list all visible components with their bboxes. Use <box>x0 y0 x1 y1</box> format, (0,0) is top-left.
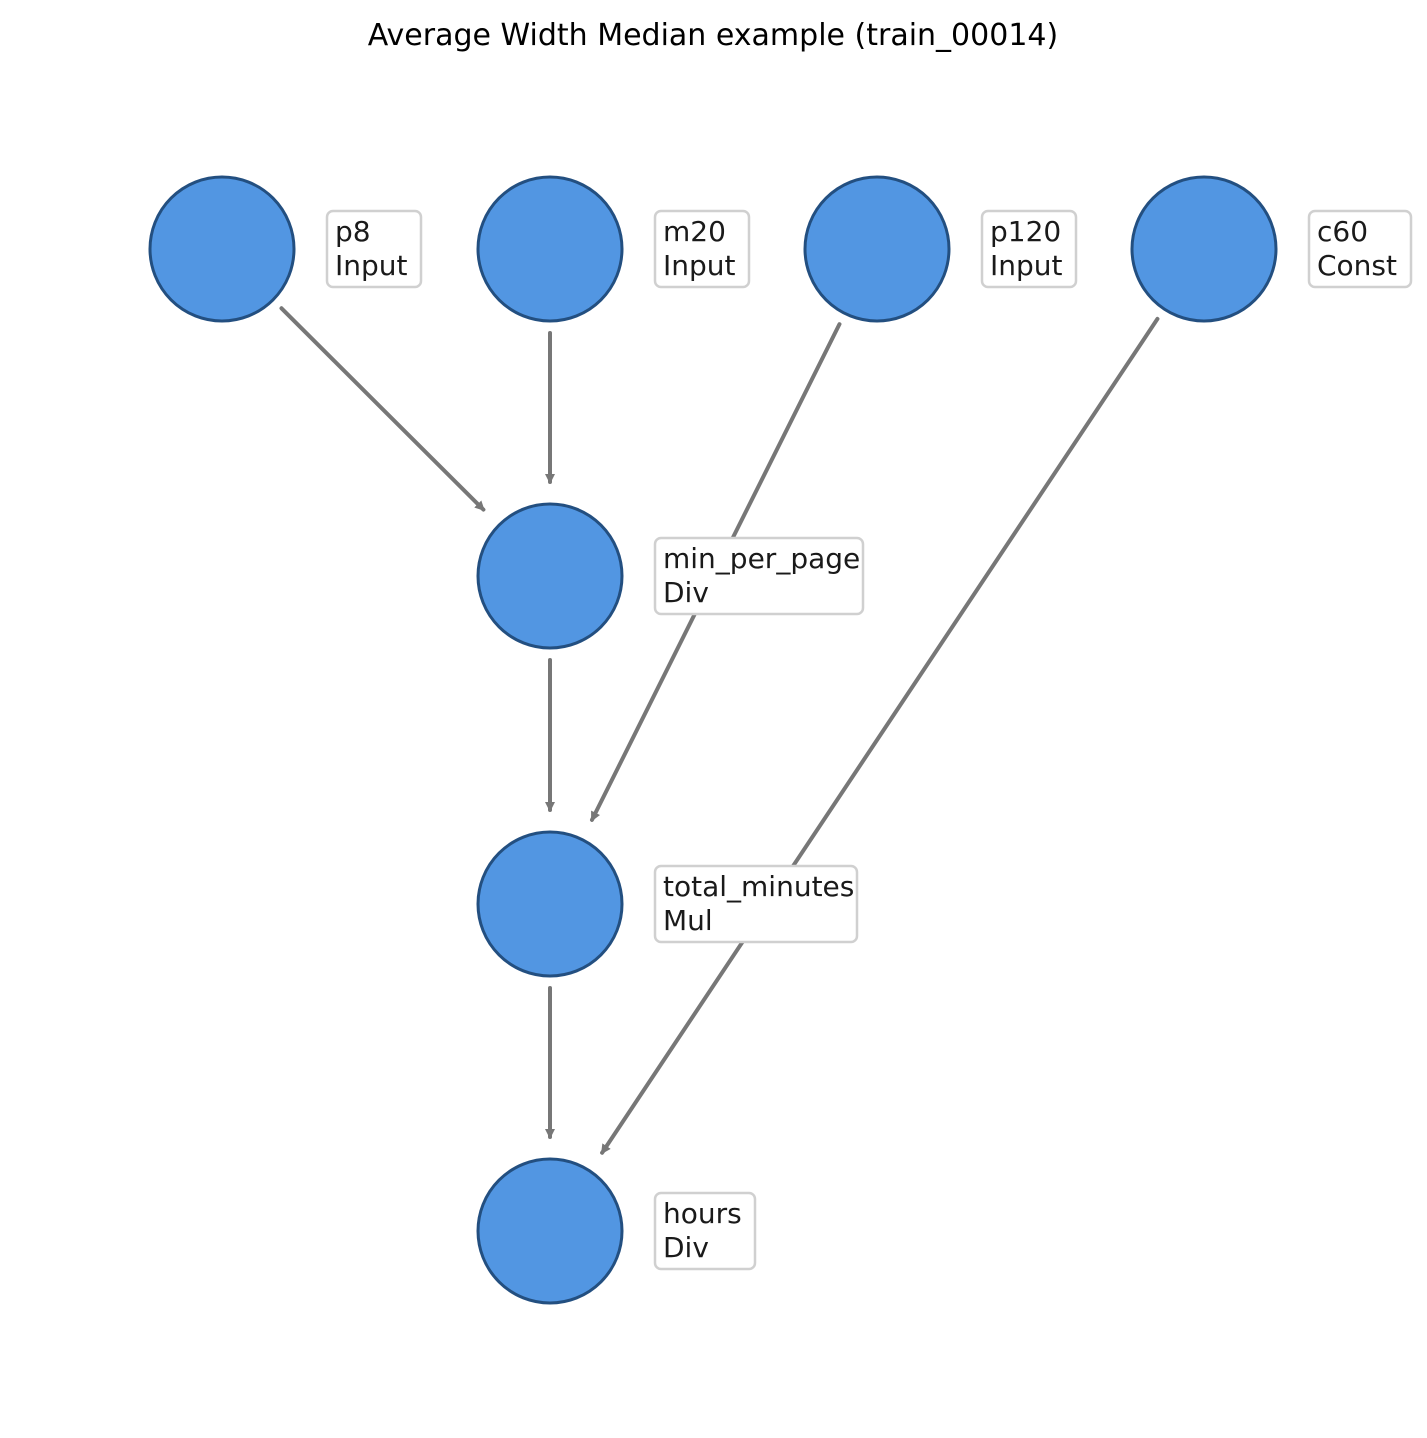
node-label-box <box>325 209 423 289</box>
node-circle <box>476 1157 624 1305</box>
edges-layer <box>279 306 1160 1155</box>
node-op-label: Input <box>990 249 1063 282</box>
node-label-box <box>1307 209 1413 289</box>
node-circle <box>148 175 296 323</box>
node-label-box <box>653 209 751 289</box>
node-name-label: c60 <box>1317 215 1368 248</box>
node-op-label: Div <box>663 1231 709 1264</box>
node-circle <box>476 502 624 650</box>
edge-p8-to-min_per_page <box>279 306 486 512</box>
node-label-box <box>980 209 1078 289</box>
node-op-label: Input <box>663 249 736 282</box>
node-op-label: Div <box>663 576 709 609</box>
node-label-box <box>653 1191 757 1271</box>
node-circle <box>1130 175 1278 323</box>
nodes-layer: p8Inputm20Inputp120Inputc60Constmin_per_… <box>148 175 1413 1305</box>
node-label-box <box>653 536 865 616</box>
node-circle <box>476 175 624 323</box>
node-op-label: Input <box>335 249 408 282</box>
node-name-label: p120 <box>990 215 1061 248</box>
node-name-label: total_minutes <box>663 870 854 903</box>
node-name-label: p8 <box>335 215 371 248</box>
node-name-label: hours <box>663 1197 742 1230</box>
node-circle <box>803 175 951 323</box>
node-op-label: Mul <box>663 904 713 937</box>
edge-c60-to-hours <box>600 316 1160 1155</box>
node-op-label: Const <box>1317 249 1397 282</box>
node-label-box <box>653 864 859 944</box>
node-name-label: min_per_page <box>663 542 860 575</box>
diagram-title: Average Width Median example (train_0001… <box>368 18 1058 53</box>
node-circle <box>476 830 624 978</box>
node-name-label: m20 <box>663 215 726 248</box>
